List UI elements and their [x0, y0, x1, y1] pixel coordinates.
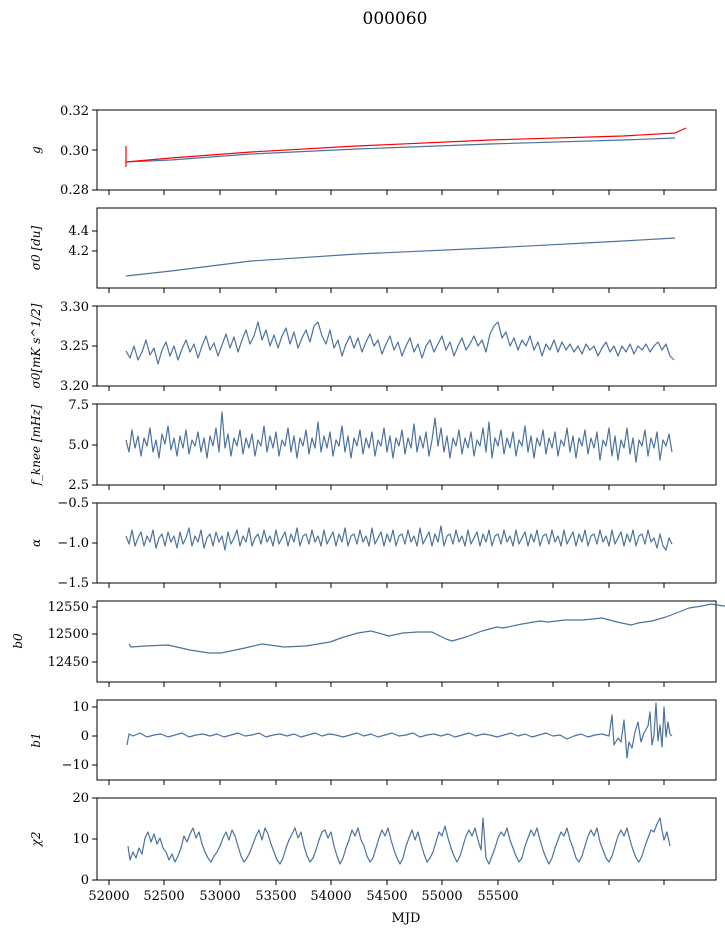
- series-b1: [126, 702, 673, 759]
- xlabel: MJD: [392, 911, 421, 926]
- series-b0: [128, 603, 725, 654]
- axes-frame-b0: [96, 600, 717, 683]
- ytick-b1-1: 0: [81, 729, 89, 744]
- series-sigma0-mk: [125, 321, 675, 365]
- panel-alpha: −1.5 −1.0 −0.5 α: [29, 496, 717, 591]
- xtick-3: 53500: [255, 889, 296, 904]
- ylabel-alpha: α: [29, 539, 43, 547]
- ytick-alpha-2: −0.5: [57, 496, 89, 511]
- panel-b0: 12450 12500 12550 b0: [11, 600, 725, 683]
- ytick-b1-2: 10: [72, 700, 89, 715]
- ytick-b0-1: 12500: [48, 627, 89, 642]
- series-alpha: [125, 525, 673, 551]
- ytick-g-1: 0.30: [60, 144, 89, 159]
- series-fknee: [125, 411, 673, 463]
- axes-frame-g: [96, 109, 717, 191]
- ytick-g-2: 0.32: [60, 104, 89, 119]
- xtick-2: 53000: [199, 889, 240, 904]
- shared-xticks: [108, 190, 665, 785]
- ytick-fknee-1: 5.0: [68, 438, 89, 453]
- series-g-fit: [125, 127, 687, 163]
- ytick-b0-2: 12550: [48, 600, 89, 615]
- series-g-data: [125, 137, 676, 163]
- ytick-b1-0: −10: [62, 758, 89, 773]
- panel-b1: −10 0 10 b1: [29, 699, 717, 781]
- xtick-0: 52000: [88, 889, 129, 904]
- axes-frame-chi2: [96, 797, 717, 881]
- ytick-fknee-0: 2.5: [68, 478, 89, 493]
- ylabel-b1: b1: [29, 732, 43, 747]
- axes-frame-sigma0-du: [96, 207, 717, 289]
- ylabel-chi2: χ2: [29, 832, 43, 848]
- panel-g: 0.28 0.30 0.32 g: [29, 104, 717, 198]
- ylabel-fknee: f_knee [mHz]: [29, 404, 43, 486]
- ytick-chi2-1: 10: [72, 832, 89, 847]
- xtick-6: 55000: [421, 889, 462, 904]
- ytick-alpha-0: −1.5: [57, 576, 89, 591]
- ytick-sigma0-mk-1: 3.25: [60, 339, 89, 354]
- panel-sigma0-mk: 3.20 3.25 3.30 σ0[mK s^1/2]: [29, 300, 717, 394]
- ylabel-g: g: [29, 146, 43, 154]
- figure-title: 000060: [363, 9, 428, 29]
- ytick-chi2-2: 20: [72, 791, 89, 806]
- xtick-5: 54500: [366, 889, 407, 904]
- ylabel-sigma0-mk: σ0[mK s^1/2]: [29, 303, 43, 388]
- xtick-4: 54000: [310, 889, 351, 904]
- ytick-sigma0-du-1: 4.4: [68, 224, 89, 239]
- ylabel-sigma0-du: σ0 [du]: [29, 225, 43, 270]
- series-chi2: [127, 817, 671, 865]
- ylabel-b0: b0: [11, 633, 25, 649]
- ytick-g-0: 0.28: [60, 183, 89, 198]
- xtick-7: 55500: [477, 889, 518, 904]
- ytick-alpha-1: −1.0: [57, 536, 89, 551]
- ytick-sigma0-du-0: 4.2: [68, 244, 89, 259]
- panel-fknee: 2.5 5.0 7.5 f_knee [mHz]: [29, 398, 717, 493]
- ytick-sigma0-mk-2: 3.30: [60, 300, 89, 315]
- ytick-fknee-2: 7.5: [68, 398, 89, 413]
- xtick-1: 52500: [143, 889, 184, 904]
- ytick-b0-0: 12450: [48, 655, 89, 670]
- panel-chi2: 0 10 20 χ2 52000 52500 53000 53500 54000…: [29, 791, 717, 926]
- panel-sigma0-du: 4.2 4.4 σ0 [du]: [29, 207, 717, 289]
- axes-frame-b1: [96, 699, 717, 781]
- ytick-sigma0-mk-0: 3.20: [60, 379, 89, 394]
- ytick-chi2-0: 0: [81, 873, 89, 888]
- series-sigma0-du: [125, 237, 676, 277]
